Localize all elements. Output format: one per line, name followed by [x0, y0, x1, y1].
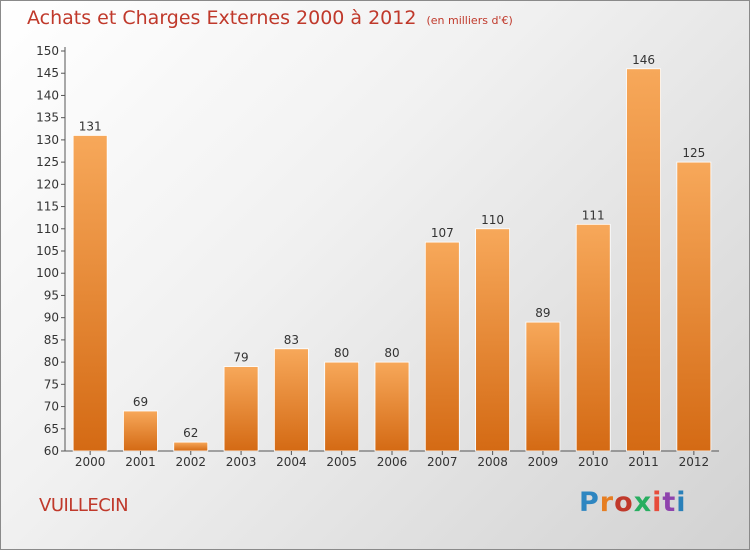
x-tick-label: 2005 — [326, 455, 357, 469]
x-tick-label: 2012 — [679, 455, 710, 469]
bar-value-label: 79 — [233, 351, 248, 365]
x-tick-label: 2008 — [477, 455, 508, 469]
bar-value-label: 110 — [481, 213, 504, 227]
y-tick-label: 150 — [36, 44, 59, 58]
y-tick-label: 70 — [44, 400, 59, 414]
bar-value-label: 125 — [682, 146, 705, 160]
logo-letter: P — [579, 487, 600, 518]
y-tick-label: 145 — [36, 66, 59, 80]
bar-value-label: 62 — [183, 426, 198, 440]
location-name: VUILLECIN — [39, 495, 129, 516]
bar — [123, 410, 158, 452]
title-text: Achats et Charges Externes 2000 à 2012 — [27, 7, 417, 29]
y-tick-label: 95 — [44, 288, 59, 302]
y-tick-label: 110 — [36, 222, 59, 236]
logo-letter: i — [676, 487, 687, 518]
y-tick-label: 130 — [36, 133, 59, 147]
logo-letter: r — [599, 487, 615, 518]
bar-value-label: 80 — [334, 346, 349, 360]
y-tick-label: 115 — [36, 200, 59, 214]
x-tick-label: 2002 — [175, 455, 206, 469]
bar-value-label: 131 — [79, 119, 102, 133]
bar-value-label: 146 — [632, 53, 655, 67]
y-tick-label: 85 — [44, 333, 59, 347]
y-tick-label: 140 — [36, 88, 59, 102]
y-tick-label: 90 — [44, 311, 59, 325]
bar-value-label: 89 — [535, 306, 550, 320]
x-tick-label: 2010 — [578, 455, 609, 469]
y-tick-label: 80 — [44, 355, 59, 369]
y-tick-label: 65 — [44, 422, 59, 436]
bar — [575, 223, 611, 452]
bar — [223, 366, 259, 452]
bar-value-label: 83 — [284, 333, 299, 347]
bar — [173, 441, 209, 452]
bar-value-label: 69 — [133, 395, 148, 409]
y-tick-label: 125 — [36, 155, 59, 169]
bar — [626, 68, 661, 452]
x-tick-label: 2001 — [125, 455, 156, 469]
y-tick-label: 105 — [36, 244, 59, 258]
bar-value-label: 111 — [582, 208, 605, 222]
x-tick-label: 2004 — [276, 455, 307, 469]
bar-value-label: 80 — [384, 346, 399, 360]
bar-value-label: 107 — [431, 226, 454, 240]
bar — [424, 241, 460, 452]
x-tick-label: 2006 — [377, 455, 408, 469]
bar — [72, 135, 108, 452]
x-tick-label: 2011 — [628, 455, 659, 469]
chart-title: Achats et Charges Externes 2000 à 2012 (e… — [27, 7, 513, 29]
bar — [676, 161, 712, 452]
logo-letter: i — [652, 487, 663, 518]
bar — [273, 348, 309, 452]
x-tick-label: 2003 — [226, 455, 257, 469]
x-tick-label: 2007 — [427, 455, 458, 469]
logo-letter: o — [614, 487, 634, 518]
logo-letter: x — [633, 487, 653, 518]
y-tick-label: 120 — [36, 177, 59, 191]
y-tick-label: 135 — [36, 111, 59, 125]
bar — [374, 361, 410, 452]
bar — [475, 228, 511, 452]
y-tick-label: 75 — [44, 377, 59, 391]
bar — [324, 361, 360, 452]
y-tick-label: 60 — [44, 444, 59, 458]
proxiti-logo: Proxiti — [579, 487, 687, 518]
bar — [525, 321, 561, 452]
title-unit: (en milliers d'€) — [426, 14, 513, 27]
logo-letter: t — [662, 487, 677, 518]
x-tick-label: 2000 — [75, 455, 106, 469]
y-tick-label: 100 — [36, 266, 59, 280]
x-tick-label: 2009 — [528, 455, 559, 469]
